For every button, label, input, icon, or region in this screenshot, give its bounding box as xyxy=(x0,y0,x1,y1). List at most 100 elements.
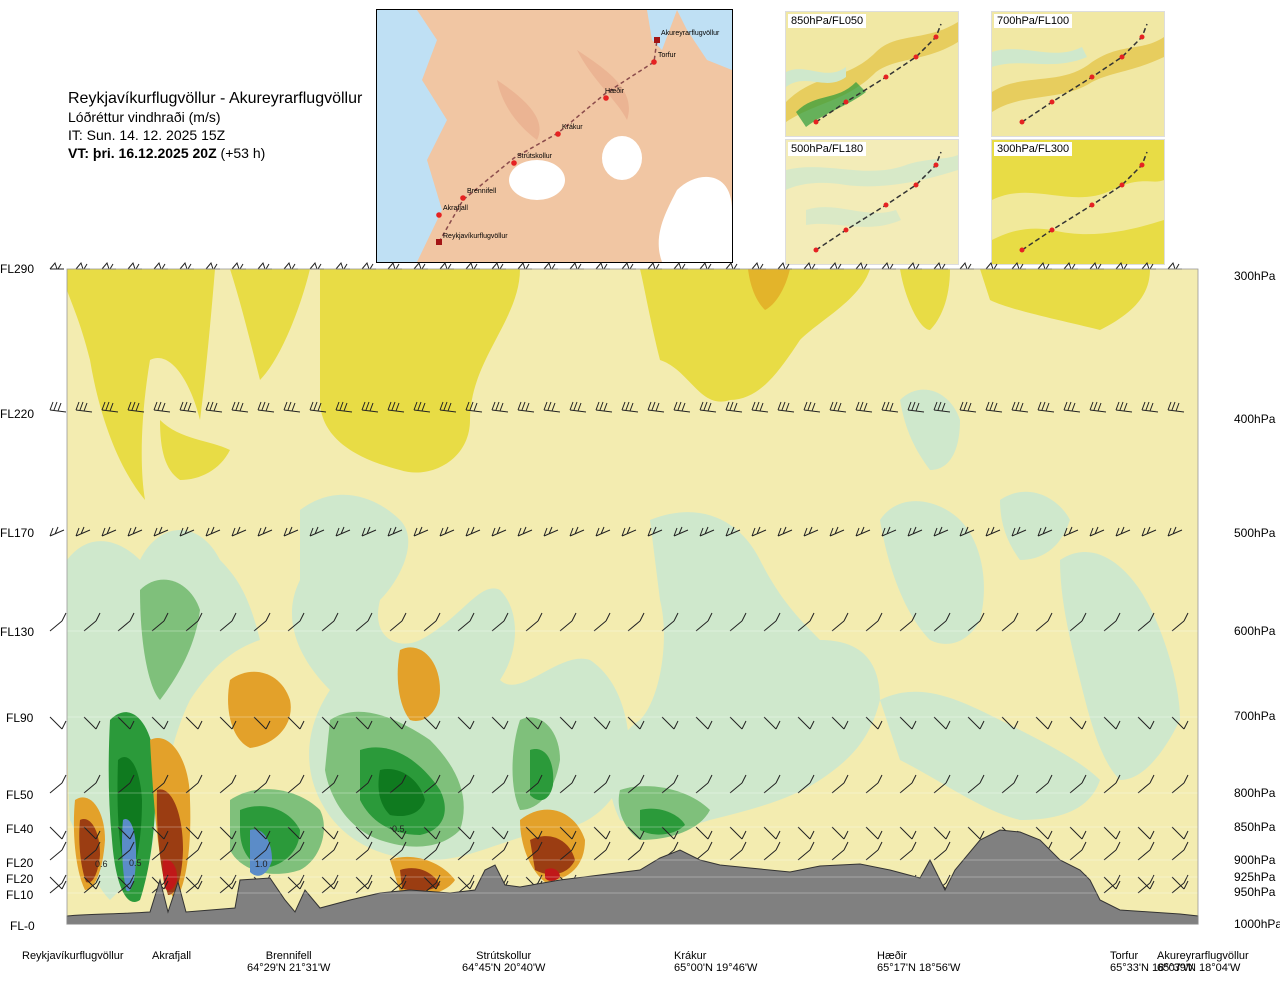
wind-barb xyxy=(569,401,587,413)
location-name-torfur: Torfur xyxy=(1110,950,1139,962)
wind-barb xyxy=(517,401,535,413)
wind-barb xyxy=(1137,874,1155,894)
pa-label-800: 800hPa xyxy=(1234,786,1276,800)
wind-barb xyxy=(647,261,662,270)
wind-barb xyxy=(933,841,951,861)
location-torfur: Torfur 65°33'N 18°07'W xyxy=(1110,950,1193,974)
wind-barb xyxy=(253,841,271,861)
wind-barb xyxy=(83,874,101,894)
wind-barb xyxy=(185,612,203,632)
wind-barb xyxy=(1037,401,1055,413)
red-regions xyxy=(162,859,560,891)
pa-label-1000: 1000hPa xyxy=(1234,917,1280,931)
pa-label-700: 700hPa xyxy=(1234,709,1276,723)
wind-barb xyxy=(1069,716,1087,730)
wind-barb xyxy=(439,401,457,413)
wind-barb xyxy=(219,774,237,794)
wind-barb xyxy=(83,841,101,861)
wind-barb xyxy=(907,526,923,537)
wind-barb xyxy=(287,612,305,632)
wind-barb xyxy=(829,526,845,537)
map-label-torfur: Torfur xyxy=(658,52,677,59)
wind-barb xyxy=(959,526,975,537)
wind-barb xyxy=(117,716,135,730)
panel-label-700: 700hPa/FL100 xyxy=(994,14,1073,28)
wind-barb xyxy=(899,716,917,730)
wind-barb xyxy=(829,401,847,413)
fl-label-220: FL220 xyxy=(0,407,35,421)
wind-barb xyxy=(335,261,350,270)
wind-barb xyxy=(491,526,507,537)
wind-barb xyxy=(1167,401,1185,413)
wind-barb xyxy=(127,261,142,270)
wind-barb xyxy=(881,261,896,270)
wind-barb xyxy=(185,716,203,730)
wind-barb xyxy=(525,841,543,861)
wind-barb xyxy=(777,526,793,537)
location-coord-brennifell: 64°29'N 21°31'W xyxy=(247,962,331,974)
wind-barb xyxy=(1035,774,1053,794)
wind-barb xyxy=(1171,841,1189,861)
wind-barb xyxy=(751,526,767,537)
pa-label-600: 600hPa xyxy=(1234,624,1276,638)
wind-barb xyxy=(831,774,849,794)
wind-barb xyxy=(179,526,195,537)
valid-time-offset: (+53 h) xyxy=(216,145,266,161)
wind-barb xyxy=(985,526,1001,537)
wind-barb xyxy=(763,841,781,861)
wind-barb xyxy=(865,774,883,794)
wind-barb xyxy=(525,774,543,794)
wind-barb xyxy=(49,841,67,861)
wind-barb xyxy=(777,401,795,413)
location-name-brennifell: Brennifell xyxy=(265,950,312,962)
wind-barb xyxy=(287,876,305,890)
wind-barb xyxy=(283,401,301,413)
wind-barb xyxy=(933,716,951,730)
wind-barb xyxy=(231,261,246,270)
wind-barb xyxy=(673,261,688,270)
map-label-akrafjall: Akrafjall xyxy=(443,205,468,212)
wind-barb xyxy=(595,261,610,270)
wind-barb xyxy=(967,612,985,632)
wind-barb xyxy=(49,526,65,537)
wind-barb xyxy=(695,716,713,730)
wind-barb xyxy=(907,401,925,413)
wind-barb xyxy=(219,612,237,632)
wind-barb xyxy=(803,401,821,413)
location-name-akrafjall: Akrafjall xyxy=(152,950,192,962)
wind-barb xyxy=(673,401,691,413)
wind-barb xyxy=(127,526,143,537)
wind-barb xyxy=(797,716,815,730)
wind-barb xyxy=(831,716,849,730)
wind-barb xyxy=(205,526,221,537)
wind-barb xyxy=(117,874,135,894)
wind-barb xyxy=(413,401,431,413)
location-name-akureyri: Akureyrarflugvöllur xyxy=(1157,950,1249,962)
wind-barb xyxy=(881,526,897,537)
wind-barb xyxy=(1089,401,1107,413)
wind-barb xyxy=(543,526,559,537)
wind-barb xyxy=(179,261,194,270)
wind-barb xyxy=(699,526,715,537)
wind-barb xyxy=(389,826,407,840)
map-label-strutskollur: Strútskollur xyxy=(517,153,553,160)
wind-barb xyxy=(389,612,407,632)
map-label-reykjavik: Reykjavíkurflugvöllur xyxy=(443,233,508,240)
wind-barb xyxy=(569,261,584,270)
wind-barb xyxy=(321,841,339,861)
wind-barb xyxy=(729,774,747,794)
wind-barb xyxy=(491,261,506,270)
wind-barb xyxy=(661,774,679,794)
wind-barb xyxy=(321,716,339,730)
wind-barb xyxy=(423,826,441,840)
pa-label-950: 950hPa xyxy=(1234,885,1276,899)
wind-barb xyxy=(83,716,101,730)
wind-barb xyxy=(763,774,781,794)
location-name-krakur: Krákur xyxy=(674,950,707,962)
wind-barb xyxy=(627,774,645,794)
wind-barb xyxy=(1069,841,1087,861)
wind-barb xyxy=(695,826,713,840)
wind-barb xyxy=(831,612,849,632)
wind-barb xyxy=(699,261,714,270)
wind-barb xyxy=(287,874,305,894)
